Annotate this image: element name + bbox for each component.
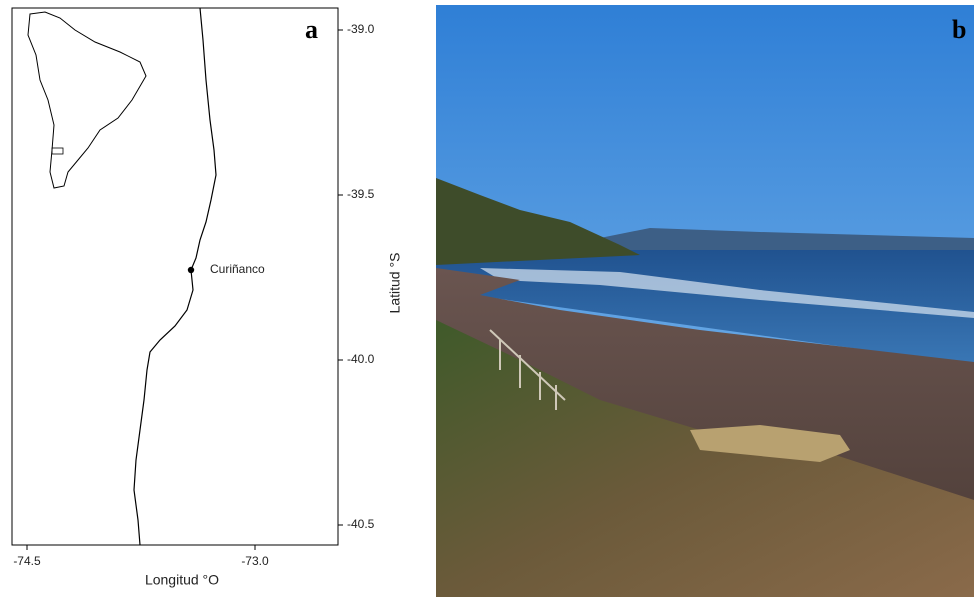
site-dot (188, 267, 194, 273)
y-tick-label: -39.5 (347, 187, 375, 201)
place-label: Curiñanco (210, 262, 265, 276)
y-tick-label: -40.0 (347, 352, 375, 366)
panel-label: a (305, 15, 318, 44)
photo-panel: b (436, 5, 974, 597)
x-tick-label: -74.5 (13, 554, 41, 568)
y-axis-label: Latitud °S (387, 253, 403, 314)
y-tick-label: -40.5 (347, 517, 375, 531)
x-tick-label: -73.0 (241, 554, 269, 568)
y-tick-label: -39.0 (347, 22, 375, 36)
panel-label: b (952, 15, 966, 44)
x-axis-label: Longitud °O (145, 572, 219, 588)
figure: Curiñanco a -39.0 -39.5 -40.0 -40.5 -74.… (0, 0, 974, 597)
map-panel: Curiñanco a -39.0 -39.5 -40.0 -40.5 -74.… (12, 8, 403, 588)
